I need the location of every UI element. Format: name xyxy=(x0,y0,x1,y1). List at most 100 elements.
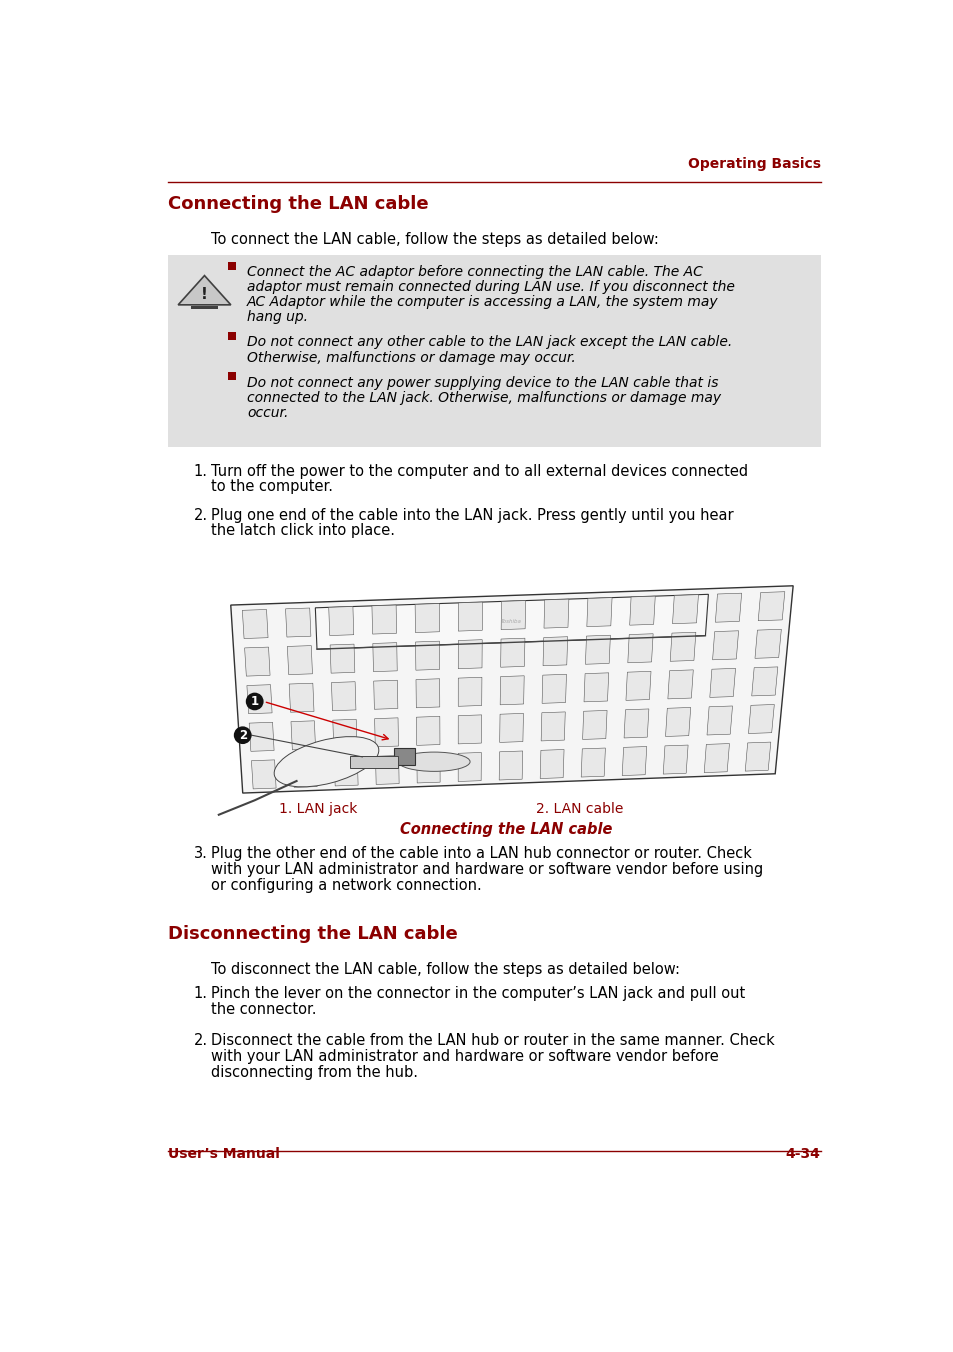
Polygon shape xyxy=(751,667,777,696)
Polygon shape xyxy=(244,648,270,676)
Polygon shape xyxy=(499,714,523,742)
Polygon shape xyxy=(291,721,315,750)
Text: Otherwise, malfunctions or damage may occur.: Otherwise, malfunctions or damage may oc… xyxy=(247,350,576,365)
Polygon shape xyxy=(333,719,356,749)
Polygon shape xyxy=(758,592,784,621)
Polygon shape xyxy=(580,748,605,777)
Text: To disconnect the LAN cable, follow the steps as detailed below:: To disconnect the LAN cable, follow the … xyxy=(211,961,679,976)
Text: disconnecting from the hub.: disconnecting from the hub. xyxy=(211,1064,417,1080)
Text: User’s Manual: User’s Manual xyxy=(168,1146,279,1161)
Text: Operating Basics: Operating Basics xyxy=(687,157,820,172)
Text: Do not connect any power supplying device to the LAN cable that is: Do not connect any power supplying devic… xyxy=(247,376,718,389)
Bar xyxy=(228,333,235,341)
Polygon shape xyxy=(623,708,648,738)
Text: occur.: occur. xyxy=(247,406,288,419)
Text: Plug one end of the cable into the LAN jack. Press gently until you hear: Plug one end of the cable into the LAN j… xyxy=(211,507,733,523)
Text: !: ! xyxy=(201,287,208,303)
Polygon shape xyxy=(586,598,612,627)
Text: hang up.: hang up. xyxy=(247,311,308,324)
Text: adaptor must remain connected during LAN use. If you disconnect the: adaptor must remain connected during LAN… xyxy=(247,280,734,295)
Bar xyxy=(228,372,235,380)
Bar xyxy=(350,756,397,768)
Text: Pinch the lever on the connector in the computer’s LAN jack and pull out: Pinch the lever on the connector in the … xyxy=(211,986,744,1000)
Polygon shape xyxy=(415,603,439,633)
Polygon shape xyxy=(672,595,698,623)
Polygon shape xyxy=(375,756,398,784)
Text: or configuring a network connection.: or configuring a network connection. xyxy=(211,877,481,892)
Text: 1.: 1. xyxy=(193,986,208,1000)
Text: 1. LAN jack: 1. LAN jack xyxy=(278,802,356,815)
Polygon shape xyxy=(627,634,653,662)
Polygon shape xyxy=(457,602,482,631)
Polygon shape xyxy=(285,608,311,637)
Text: Do not connect any other cable to the LAN jack except the LAN cable.: Do not connect any other cable to the LA… xyxy=(247,335,732,349)
Polygon shape xyxy=(231,585,792,794)
Text: Disconnecting the LAN cable: Disconnecting the LAN cable xyxy=(168,925,457,942)
Polygon shape xyxy=(178,276,231,304)
Polygon shape xyxy=(625,672,650,700)
Polygon shape xyxy=(373,642,396,672)
Polygon shape xyxy=(500,600,525,630)
Polygon shape xyxy=(331,681,355,711)
Polygon shape xyxy=(372,606,396,634)
Polygon shape xyxy=(540,713,565,741)
Polygon shape xyxy=(457,677,481,706)
Text: Connect the AC adaptor before connecting the LAN cable. The AC: Connect the AC adaptor before connecting… xyxy=(247,265,702,280)
Polygon shape xyxy=(662,745,687,775)
Polygon shape xyxy=(287,646,313,675)
Polygon shape xyxy=(583,673,608,702)
Polygon shape xyxy=(416,717,439,745)
Polygon shape xyxy=(621,746,646,776)
Text: the latch click into place.: the latch click into place. xyxy=(211,523,395,538)
Text: 1: 1 xyxy=(251,695,258,708)
Bar xyxy=(228,262,235,270)
Text: Disconnect the cable from the LAN hub or router in the same manner. Check: Disconnect the cable from the LAN hub or… xyxy=(211,1033,774,1048)
Polygon shape xyxy=(330,644,355,673)
Text: 2: 2 xyxy=(238,729,247,742)
Polygon shape xyxy=(249,722,274,752)
Circle shape xyxy=(246,692,263,710)
Polygon shape xyxy=(543,599,568,629)
Polygon shape xyxy=(334,757,357,786)
Polygon shape xyxy=(416,641,439,671)
Text: 1.: 1. xyxy=(193,464,208,479)
Polygon shape xyxy=(374,680,397,710)
Text: 2. LAN cable: 2. LAN cable xyxy=(536,802,622,815)
Polygon shape xyxy=(542,637,567,665)
Polygon shape xyxy=(375,718,398,746)
FancyBboxPatch shape xyxy=(168,254,820,446)
Text: 2.: 2. xyxy=(193,1033,208,1048)
Text: connected to the LAN jack. Otherwise, malfunctions or damage may: connected to the LAN jack. Otherwise, ma… xyxy=(247,391,720,404)
Ellipse shape xyxy=(274,737,378,787)
Text: Toshiba: Toshiba xyxy=(500,619,521,625)
Polygon shape xyxy=(539,749,563,779)
Polygon shape xyxy=(703,744,729,772)
Polygon shape xyxy=(247,684,272,714)
Polygon shape xyxy=(665,707,690,737)
Text: to the computer.: to the computer. xyxy=(211,480,333,495)
Polygon shape xyxy=(252,760,275,790)
Text: 4-34: 4-34 xyxy=(785,1146,820,1161)
Polygon shape xyxy=(416,754,439,783)
Polygon shape xyxy=(582,710,606,740)
Polygon shape xyxy=(329,607,354,635)
Bar xyxy=(192,306,217,310)
Polygon shape xyxy=(500,638,524,668)
Text: Plug the other end of the cable into a LAN hub connector or router. Check: Plug the other end of the cable into a L… xyxy=(211,846,751,861)
Text: Connecting the LAN cable: Connecting the LAN cable xyxy=(399,822,612,837)
Ellipse shape xyxy=(397,752,470,772)
Polygon shape xyxy=(457,715,481,744)
Text: with your LAN administrator and hardware or software vendor before using: with your LAN administrator and hardware… xyxy=(211,863,762,877)
Polygon shape xyxy=(541,675,566,703)
Polygon shape xyxy=(629,596,655,625)
Bar xyxy=(394,749,415,765)
Text: To connect the LAN cable, follow the steps as detailed below:: To connect the LAN cable, follow the ste… xyxy=(211,231,658,246)
Polygon shape xyxy=(457,639,481,669)
Text: AC Adaptor while the computer is accessing a LAN, the system may: AC Adaptor while the computer is accessi… xyxy=(247,296,718,310)
Polygon shape xyxy=(744,742,770,771)
Polygon shape xyxy=(709,668,735,698)
Text: Connecting the LAN cable: Connecting the LAN cable xyxy=(168,195,428,212)
Polygon shape xyxy=(706,706,732,735)
Polygon shape xyxy=(748,704,774,734)
Text: the connector.: the connector. xyxy=(211,1002,315,1017)
